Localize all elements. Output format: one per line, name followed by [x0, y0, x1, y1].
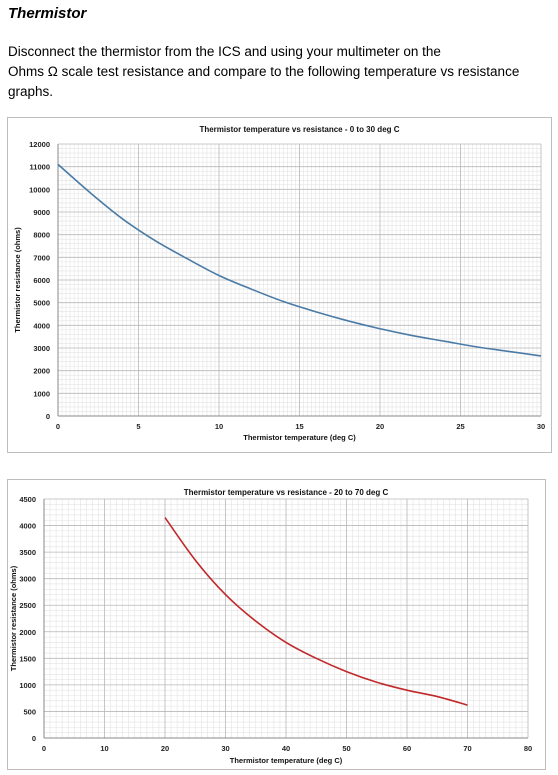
x-axis-label: Thermistor temperature (deg C): [243, 433, 356, 442]
document-title: Thermistor: [8, 5, 87, 22]
y-tick-label: 1000: [33, 389, 50, 398]
y-tick-label: 5000: [33, 299, 50, 308]
x-tick-label: 70: [463, 744, 471, 753]
y-tick-label: 11000: [30, 163, 50, 172]
x-tick-label: 5: [136, 422, 140, 431]
x-tick-label: 0: [42, 744, 46, 753]
y-tick-label: 7000: [33, 253, 50, 262]
y-tick-label: 4000: [19, 522, 36, 531]
x-tick-label: 10: [215, 422, 223, 431]
y-tick-label: 2000: [19, 628, 36, 637]
y-tick-label: 3000: [19, 575, 36, 584]
x-tick-label: 30: [221, 744, 229, 753]
x-tick-label: 25: [456, 422, 464, 431]
x-tick-label: 20: [376, 422, 384, 431]
x-tick-label: 60: [403, 744, 411, 753]
y-tick-label: 2000: [33, 367, 50, 376]
chart-20-to-70-svg: 0 10 20 30 40 50 60 70 80 0 500 1000 1500 2000 2500 300…: [9, 488, 532, 765]
y-tick-label: 9000: [33, 208, 50, 217]
chart-title: Thermistor temperature vs resistance - 0…: [199, 125, 399, 134]
y-tick-label: 3000: [33, 344, 50, 353]
y-tick-label: 8000: [33, 231, 50, 240]
y-tick-label: 10000: [29, 185, 50, 194]
x-tick-label: 30: [537, 422, 545, 431]
x-tick-label: 50: [342, 744, 350, 753]
instructions-line: graphs.: [8, 84, 54, 99]
chart-20-to-70-deg: 0 10 20 30 40 50 60 70 80 0 500 1000 1500 2000 2500 300…: [7, 479, 546, 770]
grid: [57, 143, 542, 417]
series-line: [57, 163, 542, 357]
x-tick-label: 40: [282, 744, 290, 753]
x-tick-label: 0: [56, 422, 60, 431]
x-tick-label: 10: [100, 744, 108, 753]
instructions-line: Ohms Ω scale test resistance and compare…: [8, 64, 520, 79]
instructions-line: Disconnect the thermistor from the ICS a…: [8, 44, 441, 59]
y-axis-label: Thermistor resistance (ohms): [13, 227, 22, 333]
x-tick-label: 80: [524, 744, 532, 753]
series-line: [164, 517, 468, 706]
chart-0-to-30-deg: 0 5 10 15 20 25 30 0 1000 2000 3000 4000 5000 6000 700…: [7, 117, 552, 453]
y-tick-label: 500: [23, 707, 36, 716]
y-tick-label: 0: [46, 412, 50, 421]
chart-0-to-30-svg: 0 5 10 15 20 25 30 0 1000 2000 3000 4000 5000 6000 700…: [13, 125, 545, 442]
chart-title: Thermistor temperature vs resistance - 2…: [184, 488, 389, 497]
y-tick-label: 2500: [19, 601, 36, 610]
grid: [43, 498, 529, 739]
y-axis-label: Thermistor resistance (ohms): [9, 565, 18, 671]
y-tick-label: 4500: [19, 495, 36, 504]
y-tick-label: 3500: [19, 548, 36, 557]
y-tick-label: 4000: [33, 321, 50, 330]
y-tick-label: 0: [32, 734, 36, 743]
x-tick-label: 20: [161, 744, 169, 753]
x-tick-label: 15: [295, 422, 303, 431]
instructions-paragraph: Disconnect the thermistor from the ICS a…: [8, 42, 553, 102]
y-tick-label: 1500: [19, 654, 36, 663]
y-tick-label: 12000: [29, 140, 50, 149]
y-tick-label: 6000: [33, 276, 50, 285]
x-axis-label: Thermistor temperature (deg C): [230, 756, 343, 765]
y-tick-label: 1000: [19, 681, 36, 690]
